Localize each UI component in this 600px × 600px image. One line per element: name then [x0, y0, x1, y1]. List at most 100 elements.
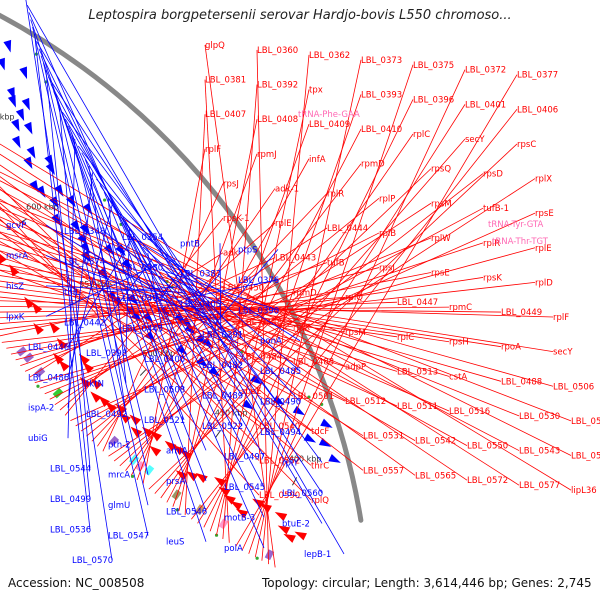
- forward-gene-label-connector: [136, 153, 258, 481]
- forward-gene-label: LBL_0362: [309, 51, 350, 61]
- forward-gene-label-connector: [70, 212, 536, 422]
- forward-gene-label: rpsJ: [223, 179, 239, 189]
- reverse-gene-arrow: [15, 108, 25, 122]
- reverse-gene-label: LBL_0485: [260, 367, 301, 377]
- reverse-gene-arrow: [11, 135, 21, 149]
- forward-gene-label-connector: [0, 300, 554, 318]
- forward-gene-label-connector: [108, 178, 536, 457]
- forward-gene-label-connector: [0, 176, 416, 476]
- forward-gene-arrow: [252, 498, 265, 509]
- reverse-gene-arrow: [36, 185, 46, 198]
- forward-gene-label: LBL_0410: [361, 125, 402, 135]
- forward-gene-label: rplB: [379, 229, 396, 239]
- summary-text: Topology: circular; Length: 3,614,446 bp…: [262, 576, 592, 590]
- forward-gene-label: rpsM: [431, 199, 452, 209]
- reverse-gene-label: LBL_0489: [202, 392, 243, 402]
- forward-gene-label-connector: [0, 189, 468, 446]
- reverse-gene-label-connector: [32, 26, 149, 536]
- forward-gene-arrow: [82, 361, 94, 374]
- forward-gene-label: speE: [241, 387, 261, 397]
- forward-gene-label: rplF: [553, 313, 569, 323]
- forward-gene-label: LBL_0551: [571, 451, 600, 461]
- forward-gene-arrow: [172, 444, 185, 456]
- reverse-gene-label-connector: [107, 198, 127, 384]
- reverse-gene-label-connector: [99, 185, 243, 396]
- forward-gene-arrow: [294, 531, 307, 541]
- reverse-gene-label: lepB-1: [304, 550, 331, 560]
- reverse-gene-label: LBL_0374: [64, 258, 105, 268]
- forward-gene-label: LBL_0484: [241, 353, 282, 363]
- forward-gene-label: rplX: [293, 323, 310, 333]
- reverse-gene-label: LBL_0497: [224, 452, 265, 462]
- forward-gene-label: rplQ: [311, 496, 329, 506]
- forward-gene-label: rplC: [413, 130, 430, 140]
- reverse-gene-label: lpxK: [6, 312, 25, 322]
- forward-gene-label: LBL_0396: [413, 95, 454, 105]
- forward-gene-label-connector: [0, 269, 502, 348]
- forward-gene-arrow: [274, 511, 288, 522]
- reverse-gene-label: LBL_0490: [260, 398, 301, 408]
- reverse-gene-arrow: [180, 316, 193, 328]
- forward-gene-label: LBL_0407: [205, 110, 246, 120]
- forward-gene-label-connector: [0, 180, 520, 451]
- reverse-gene-label: ubiG: [28, 434, 48, 444]
- reverse-gene-label: LBL_0446: [28, 343, 69, 353]
- forward-gene-label: rpmD: [361, 160, 385, 170]
- reverse-gene-label-connector: [71, 132, 149, 445]
- forward-gene-label: secY: [553, 348, 573, 358]
- forward-gene-label-connector: [0, 202, 312, 466]
- reverse-gene-label-connector: [116, 210, 301, 372]
- forward-gene-label: LBL_0447: [397, 298, 438, 308]
- forward-gene-label: adk: [223, 249, 239, 259]
- reverse-gene-label-connector: [81, 152, 243, 427]
- forward-gene-label: tdcF: [311, 427, 329, 437]
- reverse-gene-label-connector: [43, 62, 149, 506]
- forward-gene-label: rpmD: [293, 288, 317, 298]
- forward-gene-label-connector: [0, 305, 502, 313]
- forward-gene-arrow: [277, 525, 291, 535]
- reverse-gene-label: leuS: [166, 538, 184, 548]
- forward-gene-arrow: [129, 414, 142, 426]
- forward-gene-label: LBL_0449: [501, 308, 542, 318]
- reverse-gene-label: polA: [224, 544, 243, 554]
- reverse-gene-label-connector: [38, 48, 265, 518]
- reverse-gene-label-connector: [124, 222, 185, 360]
- feature-tile: [34, 367, 46, 378]
- forward-gene-label: LBL_0360: [257, 46, 298, 56]
- reverse-gene-label-connector: [61, 111, 323, 463]
- feature-tile: [23, 352, 34, 363]
- marker-dot: [175, 508, 179, 512]
- forward-gene-label-connector: [0, 237, 502, 382]
- reverse-gene-label-connector: [53, 91, 207, 481]
- reverse-gene-label: LBL_0348: [64, 227, 105, 237]
- marker-dot: [103, 198, 107, 202]
- forward-gene-label: LBL_0511: [397, 402, 438, 412]
- forward-gene-label: rpsE: [431, 269, 450, 279]
- reverse-gene-label-connector: [161, 281, 173, 299]
- forward-gene-label: LBL_0488: [501, 377, 542, 387]
- forward-gene-arrow: [141, 426, 154, 438]
- reverse-gene-label: rplY: [282, 459, 299, 469]
- forward-gene-arrow: [164, 440, 177, 452]
- forward-gene-arrow: [149, 445, 162, 457]
- reverse-gene-arrow: [3, 39, 12, 53]
- reverse-gene-label-connector: [67, 139, 76, 439]
- genome-backbone: [0, 12, 364, 523]
- forward-gene-label: rpsK: [483, 273, 502, 283]
- forward-gene-label: glpQ: [205, 41, 225, 51]
- feature-tile: [16, 346, 28, 357]
- reverse-gene-label: msrA: [6, 251, 28, 261]
- forward-gene-label: LBL_0409: [309, 120, 350, 130]
- reverse-gene-arrow: [21, 97, 30, 111]
- tick-mark: [215, 429, 222, 438]
- forward-gene-label: thrC: [311, 461, 329, 471]
- forward-gene-label-connector: [0, 306, 450, 313]
- reverse-gene-label-connector: [77, 145, 301, 433]
- forward-gene-label-connector: [160, 133, 414, 499]
- forward-gene-label: LBL_0540: [259, 422, 300, 432]
- forward-gene-label: LBL_0552: [259, 456, 300, 466]
- reverse-gene-label-connector: [28, 12, 265, 548]
- feature-tile: [144, 464, 155, 476]
- forward-gene-label: LBL_0543: [519, 447, 560, 457]
- reverse-gene-label: pntB: [180, 239, 200, 249]
